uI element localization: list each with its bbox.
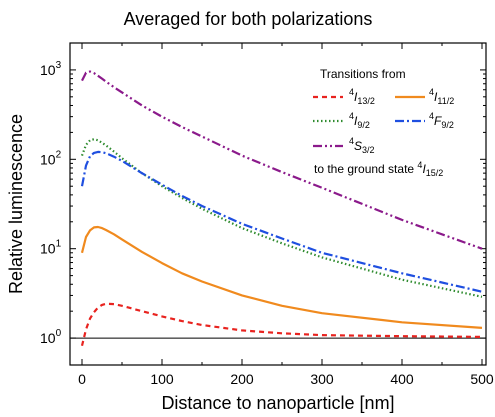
x-tick-label: 500 xyxy=(470,371,494,387)
legend-footer: to the ground state 4I15/2 xyxy=(314,160,443,178)
plot-frame xyxy=(69,42,487,366)
series-line xyxy=(80,138,483,298)
legend-label: 4I9/2 xyxy=(349,111,370,130)
series-line xyxy=(80,225,483,329)
series-line xyxy=(81,70,483,250)
x-tick-label: 0 xyxy=(78,371,86,387)
axis-ticks: 0 100 200 300 400 500 100 101 102 103 xyxy=(40,43,494,387)
x-tick-label: 100 xyxy=(150,371,174,387)
x-axis-label: Distance to nanoparticle [nm] xyxy=(161,393,394,413)
y-axis-label: Relative luminescence xyxy=(6,114,26,294)
legend: Transitions from to the ground state 4I1… xyxy=(313,67,454,178)
y-tick-label: 101 xyxy=(40,239,62,257)
chart-title: Averaged for both polarizations xyxy=(124,9,373,29)
x-tick-label: 400 xyxy=(390,371,414,387)
series-line xyxy=(80,302,483,347)
legend-header: Transitions from xyxy=(320,67,406,81)
y-tick-label: 100 xyxy=(40,328,62,346)
series-line xyxy=(80,150,483,293)
legend-label: 4S3/2 xyxy=(349,136,375,155)
legend-label: 4I13/2 xyxy=(349,87,375,106)
legend-label: 4I11/2 xyxy=(429,87,454,106)
x-tick-label: 300 xyxy=(310,371,334,387)
legend-label: 4F9/2 xyxy=(429,111,454,130)
y-tick-label: 103 xyxy=(40,60,62,78)
y-tick-label: 102 xyxy=(40,149,62,167)
series-lines xyxy=(70,70,486,347)
x-tick-label: 200 xyxy=(230,371,254,387)
